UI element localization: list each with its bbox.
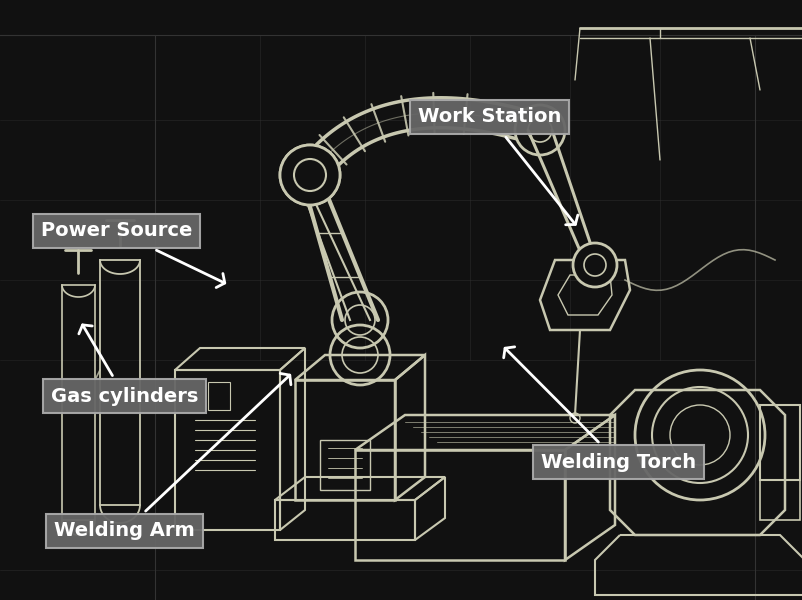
Circle shape [573,243,616,287]
Text: Power Source: Power Source [41,221,225,287]
Text: Gas cylinders: Gas cylinders [51,325,198,406]
Circle shape [280,145,339,205]
Circle shape [514,105,565,155]
Circle shape [280,145,339,205]
Text: Welding Torch: Welding Torch [503,347,695,472]
Text: Welding Arm: Welding Arm [54,373,290,541]
Text: Work Station: Work Station [418,107,577,225]
